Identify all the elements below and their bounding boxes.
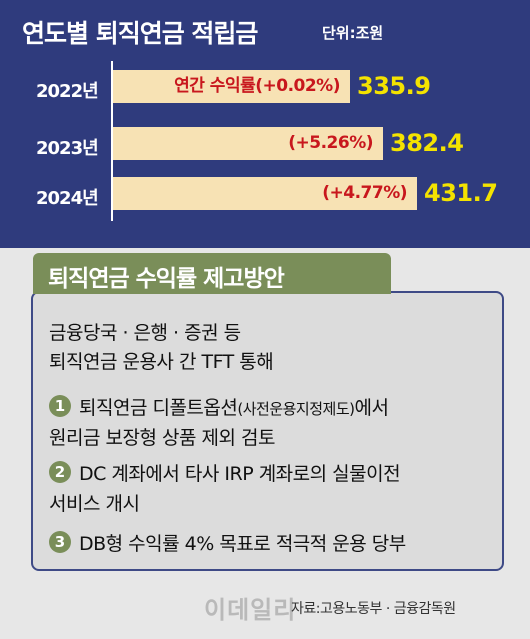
bar-annotation: (+4.77%) bbox=[322, 183, 407, 203]
plan-banner bbox=[33, 253, 391, 294]
y-axis-line bbox=[111, 61, 113, 221]
item-number-1: 1 bbox=[49, 395, 71, 417]
data-label: 335.9 bbox=[357, 72, 431, 100]
plan-item-3-line1: DB형 수익률 4% 목표로 적극적 운용 당부 bbox=[79, 533, 406, 555]
plan-panel bbox=[31, 291, 504, 571]
data-label: 431.7 bbox=[424, 179, 498, 207]
bar bbox=[113, 177, 417, 210]
plan-item-2-line1: DC 계좌에서 타사 IRP 계좌로의 실물이전 bbox=[79, 463, 401, 485]
y-tick-label: 2023년 bbox=[36, 138, 99, 159]
data-label: 382.4 bbox=[390, 129, 464, 157]
plan-item-1-paren: (사전운용지정제도) bbox=[237, 400, 355, 418]
plan-item-1-line1: 퇴직연금 디폴트옵션(사전운용지정제도)에서 bbox=[79, 393, 389, 420]
plan-item-1-main: 퇴직연금 디폴트옵션 bbox=[79, 397, 238, 419]
bar-annotation: (+5.26%) bbox=[288, 133, 373, 153]
source-note: 자료:고용노동부 · 금융감독원 bbox=[291, 601, 456, 617]
watermark: 이데일리 bbox=[204, 596, 297, 624]
bar bbox=[113, 70, 350, 103]
plan-intro-line2: 퇴직연금 운용사 간 TFT 통해 bbox=[49, 351, 274, 373]
plan-item-2-line2: 서비스 개시 bbox=[49, 493, 140, 515]
y-tick-label: 2022년 bbox=[36, 81, 99, 102]
chart-title: 연도별 퇴직연금 적립금 bbox=[22, 19, 258, 48]
plan-intro-line1: 금융당국 · 은행 · 증권 등 bbox=[49, 322, 241, 344]
item-number-3: 3 bbox=[49, 531, 71, 553]
item-number-2: 2 bbox=[49, 461, 71, 483]
bar-annotation: 연간 수익률(+0.02%) bbox=[174, 76, 340, 96]
plan-banner-title: 퇴직연금 수익률 제고방안 bbox=[48, 266, 285, 292]
plan-item-1-tail: 에서 bbox=[354, 397, 389, 419]
chart-unit: 단위:조원 bbox=[322, 24, 384, 42]
bar bbox=[113, 127, 383, 160]
y-tick-label: 2024년 bbox=[36, 188, 99, 209]
plan-item-1-line2: 원리금 보장형 상품 제외 검토 bbox=[49, 427, 275, 449]
